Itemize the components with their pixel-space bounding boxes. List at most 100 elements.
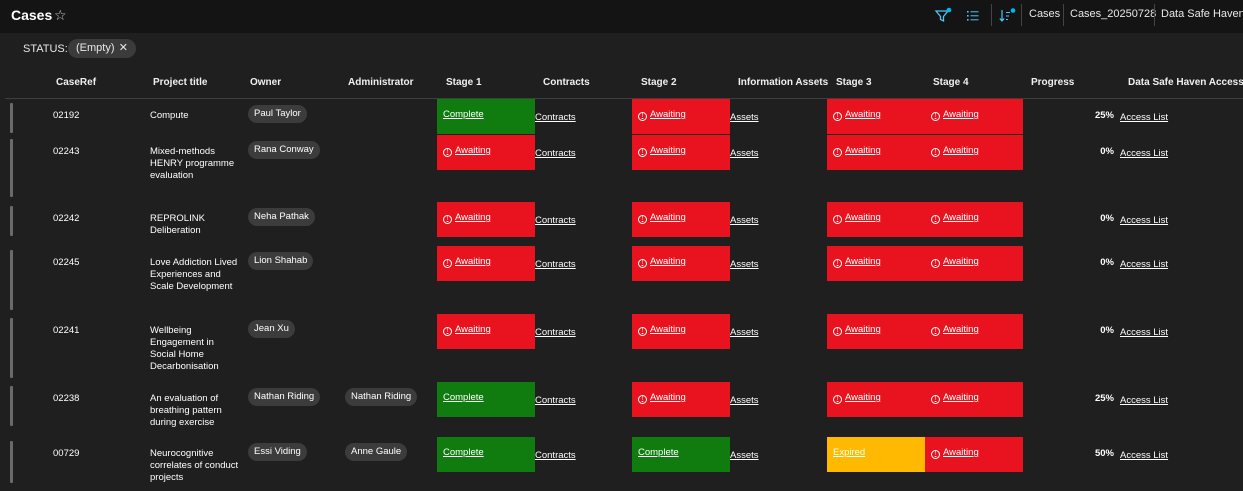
remove-filter-icon[interactable]: ✕ xyxy=(118,42,128,54)
status-filter-pill[interactable]: (Empty) ✕ xyxy=(68,39,136,58)
stage-status-link[interactable]: Awaiting xyxy=(943,145,979,156)
row-selector[interactable] xyxy=(10,206,13,236)
stage-2-status[interactable]: Complete xyxy=(632,437,730,472)
stage-2-status[interactable]: ! Awaiting xyxy=(632,135,730,170)
stage-status-link[interactable]: Awaiting xyxy=(455,324,491,335)
stage-status-link[interactable]: Awaiting xyxy=(650,392,686,403)
stage-status-link[interactable]: Complete xyxy=(443,109,484,120)
stage-1-status[interactable]: ! Awaiting xyxy=(437,135,535,170)
breadcrumb-view[interactable]: Cases_20250728 xyxy=(1070,8,1157,20)
stage-1-status[interactable]: ! Awaiting xyxy=(437,314,535,349)
col-header-caseref[interactable]: CaseRef xyxy=(56,77,97,88)
owner-persona[interactable]: Paul Taylor xyxy=(248,105,307,123)
stage-2-status[interactable]: ! Awaiting xyxy=(632,314,730,349)
stage-status-link[interactable]: Awaiting xyxy=(455,212,491,223)
stage-status-link[interactable]: Awaiting xyxy=(845,145,881,156)
stage-status-link[interactable]: Awaiting xyxy=(845,212,881,223)
stage-3-status[interactable]: ! Awaiting xyxy=(827,135,925,170)
stage-1-status[interactable]: ! Awaiting xyxy=(437,202,535,237)
access-list-link[interactable]: Access List xyxy=(1120,259,1169,270)
col-header-administrator[interactable]: Administrator xyxy=(348,77,414,88)
contracts-link[interactable]: Contracts xyxy=(535,259,576,270)
stage-3-status[interactable]: ! Awaiting xyxy=(827,246,925,281)
stage-3-status[interactable]: ! Awaiting xyxy=(827,202,925,237)
stage-status-link[interactable]: Complete xyxy=(638,447,679,458)
stage-3-status[interactable]: ! Awaiting xyxy=(827,314,925,349)
stage-status-link[interactable]: Complete xyxy=(443,392,484,403)
access-list-link[interactable]: Access List xyxy=(1120,395,1169,406)
access-list-link[interactable]: Access List xyxy=(1120,148,1169,159)
col-header-stage-1[interactable]: Stage 1 xyxy=(446,77,482,88)
stage-2-status[interactable]: ! Awaiting xyxy=(632,382,730,417)
row-selector[interactable] xyxy=(10,250,13,310)
contracts-link[interactable]: Contracts xyxy=(535,395,576,406)
col-header-project-title[interactable]: Project title xyxy=(153,77,208,88)
administrator-persona[interactable]: Nathan Riding xyxy=(345,388,418,406)
stage-3-status[interactable]: Expired xyxy=(827,437,925,472)
row-selector[interactable] xyxy=(10,441,13,483)
stage-4-status[interactable]: ! Awaiting xyxy=(925,246,1023,281)
stage-status-link[interactable]: Awaiting xyxy=(650,212,686,223)
access-list-link[interactable]: Access List xyxy=(1120,327,1169,338)
assets-link[interactable]: Assets xyxy=(730,112,759,123)
access-list-link[interactable]: Access List xyxy=(1120,112,1169,123)
access-list-link[interactable]: Access List xyxy=(1120,450,1169,461)
owner-persona[interactable]: Essi Viding xyxy=(248,443,307,461)
filter-icon[interactable] xyxy=(934,7,952,25)
stage-status-link[interactable]: Awaiting xyxy=(455,145,491,156)
col-header-stage-2[interactable]: Stage 2 xyxy=(641,77,677,88)
stage-2-status[interactable]: ! Awaiting xyxy=(632,202,730,237)
assets-link[interactable]: Assets xyxy=(730,395,759,406)
administrator-persona[interactable]: Anne Gaule xyxy=(345,443,408,461)
col-header-stage-4[interactable]: Stage 4 xyxy=(933,77,969,88)
stage-status-link[interactable]: Complete xyxy=(443,447,484,458)
stage-4-status[interactable]: ! Awaiting xyxy=(925,202,1023,237)
stage-3-status[interactable]: ! Awaiting xyxy=(827,99,925,134)
stage-status-link[interactable]: Awaiting xyxy=(943,324,979,335)
stage-4-status[interactable]: ! Awaiting xyxy=(925,99,1023,134)
owner-persona[interactable]: Nathan Riding xyxy=(248,388,321,406)
stage-status-link[interactable]: Awaiting xyxy=(943,212,979,223)
breadcrumb-cases[interactable]: Cases xyxy=(1029,8,1061,20)
stage-2-status[interactable]: ! Awaiting xyxy=(632,246,730,281)
assets-link[interactable]: Assets xyxy=(730,327,759,338)
stage-1-status[interactable]: Complete xyxy=(437,382,535,417)
owner-persona[interactable]: Rana Conway xyxy=(248,141,320,159)
col-header-stage-3[interactable]: Stage 3 xyxy=(836,77,872,88)
stage-status-link[interactable]: Awaiting xyxy=(845,324,881,335)
stage-1-status[interactable]: ! Awaiting xyxy=(437,246,535,281)
owner-persona[interactable]: Jean Xu xyxy=(248,320,295,338)
stage-status-link[interactable]: Awaiting xyxy=(455,256,491,267)
contracts-link[interactable]: Contracts xyxy=(535,327,576,338)
row-selector[interactable] xyxy=(10,386,13,426)
col-header-owner[interactable]: Owner xyxy=(250,77,282,88)
col-header-contracts[interactable]: Contracts xyxy=(543,77,590,88)
stage-status-link[interactable]: Awaiting xyxy=(650,324,686,335)
stage-3-status[interactable]: ! Awaiting xyxy=(827,382,925,417)
stage-status-link[interactable]: Awaiting xyxy=(650,256,686,267)
stage-status-link[interactable]: Awaiting xyxy=(943,109,979,120)
col-header-information-assets[interactable]: Information Assets xyxy=(738,77,829,88)
stage-4-status[interactable]: ! Awaiting xyxy=(925,135,1023,170)
breadcrumb-app[interactable]: Data Safe Haven xyxy=(1161,8,1243,20)
stage-2-status[interactable]: ! Awaiting xyxy=(632,99,730,134)
stage-status-link[interactable]: Awaiting xyxy=(943,447,979,458)
row-selector[interactable] xyxy=(10,103,13,133)
stage-status-link[interactable]: Awaiting xyxy=(943,256,979,267)
col-header-dsh-access[interactable]: Data Safe Haven Access xyxy=(1128,77,1243,88)
assets-link[interactable]: Assets xyxy=(730,148,759,159)
contracts-link[interactable]: Contracts xyxy=(535,215,576,226)
sort-icon[interactable] xyxy=(998,7,1016,25)
stage-4-status[interactable]: ! Awaiting xyxy=(925,437,1023,472)
favorite-star-icon[interactable]: ☆ xyxy=(54,7,67,23)
contracts-link[interactable]: Contracts xyxy=(535,148,576,159)
stage-1-status[interactable]: Complete xyxy=(437,437,535,472)
stage-4-status[interactable]: ! Awaiting xyxy=(925,314,1023,349)
row-selector[interactable] xyxy=(10,318,13,378)
row-selector[interactable] xyxy=(10,139,13,197)
stage-1-status[interactable]: Complete xyxy=(437,99,535,134)
stage-4-status[interactable]: ! Awaiting xyxy=(925,382,1023,417)
assets-link[interactable]: Assets xyxy=(730,450,759,461)
owner-persona[interactable]: Lion Shahab xyxy=(248,252,314,270)
stage-status-link[interactable]: Awaiting xyxy=(845,109,881,120)
